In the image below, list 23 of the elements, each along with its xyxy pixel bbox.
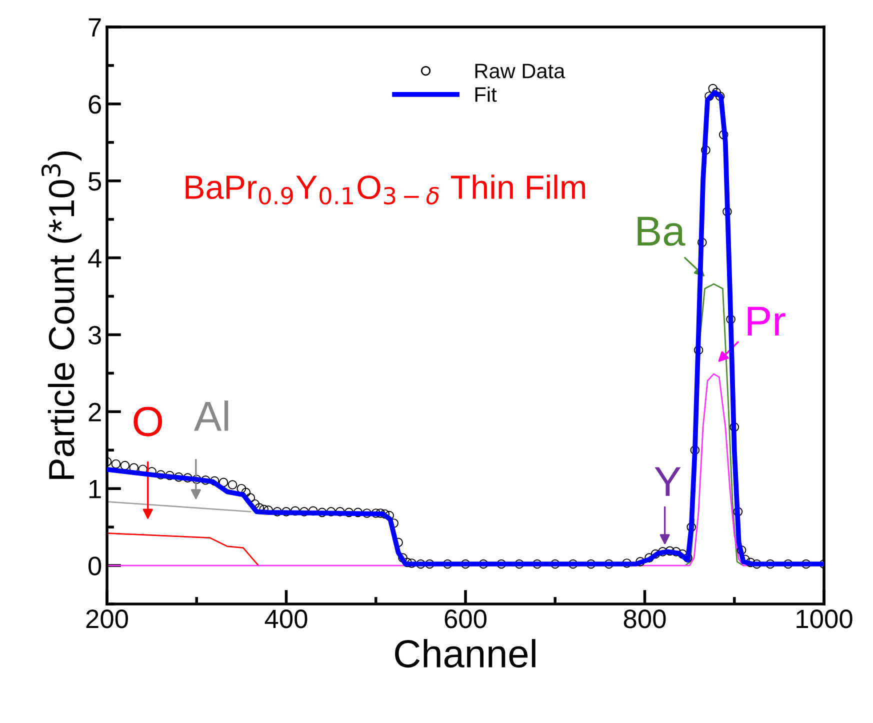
x-tick-label: 200 [86, 610, 128, 628]
x-tick-label: 800 [624, 610, 666, 628]
annotation: Pr [748, 306, 786, 336]
y-tick-label: 0 [88, 556, 102, 576]
legend-label: Fit [475, 86, 497, 102]
y-axis-title: Particle Count (*10$^{3}$) [41, 152, 82, 479]
y-tick-label: 3 [88, 326, 101, 345]
annotation: Y [654, 467, 681, 496]
y-tick-label: 2 [88, 402, 101, 422]
y-tick-label: 4 [88, 249, 102, 268]
annotation: BaPr$_{0.9}$Y$_{0.1}$O$_{3−δ}$ Thin Film [186, 174, 586, 205]
x-tick-label: 600 [444, 610, 486, 628]
annotation: Ba [638, 216, 686, 246]
x-axis-title: Channel [395, 639, 536, 668]
annotation: O [134, 406, 162, 436]
x-tick-label: 1000 [796, 610, 852, 628]
x-tick-label: 400 [264, 610, 308, 628]
y-tick-label: 6 [88, 95, 101, 114]
y-tick-label: 1 [89, 480, 101, 498]
y-tick-label: 7 [88, 18, 101, 37]
annotation: Al [194, 400, 228, 431]
y-tick-label: 5 [88, 172, 102, 191]
legend-label: Raw Data [475, 64, 566, 78]
